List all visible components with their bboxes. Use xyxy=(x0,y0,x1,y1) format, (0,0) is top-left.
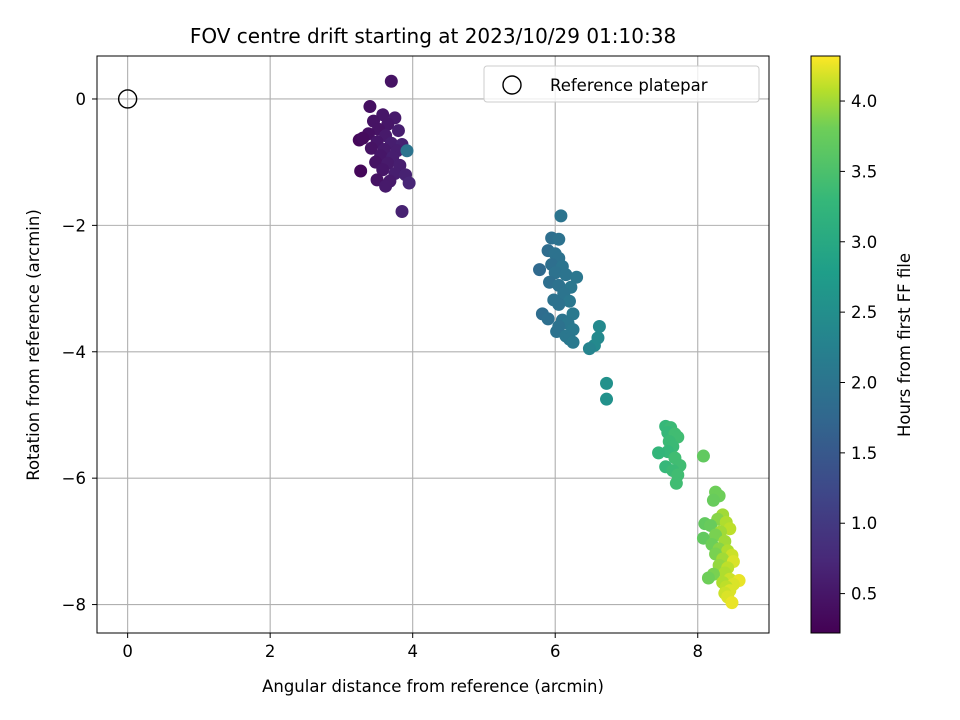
y-tick-label: −2 xyxy=(62,216,86,235)
data-point xyxy=(400,144,414,158)
y-tick-label: −6 xyxy=(62,469,86,488)
plot-area-frame xyxy=(96,55,770,634)
data-point xyxy=(379,179,393,193)
data-point xyxy=(600,376,614,390)
data-point xyxy=(706,493,720,507)
data-point xyxy=(701,571,715,585)
data-point xyxy=(669,476,683,490)
colorbar-ticks: 0.5 1.0 1.5 2.0 2.5 3.0 3.5 4.0 xyxy=(840,92,877,604)
reference-point-group xyxy=(117,89,138,109)
y-axis-label: Rotation from reference (arcmin) xyxy=(24,209,43,481)
x-tick-label: 8 xyxy=(692,642,703,661)
colorbar-label: Hours from first FF file xyxy=(895,253,914,437)
y-axis-ticks: 0 −2 −4 −6 −8 xyxy=(62,90,97,615)
data-point xyxy=(725,596,739,610)
data-point xyxy=(354,164,368,178)
data-point xyxy=(582,342,596,356)
data-point xyxy=(592,319,606,333)
data-point xyxy=(696,449,710,463)
data-point xyxy=(541,312,555,326)
chart-title: FOV centre drift starting at 2023/10/29 … xyxy=(190,24,676,48)
data-point xyxy=(402,176,416,190)
y-tick-label: −8 xyxy=(62,596,86,615)
x-tick-label: 2 xyxy=(265,642,276,661)
legend-entry-reference: Reference platepar xyxy=(550,76,708,95)
data-point xyxy=(559,268,573,282)
data-point xyxy=(600,392,614,406)
scatter-points xyxy=(352,74,746,610)
data-point xyxy=(363,100,377,114)
y-tick-label: −4 xyxy=(62,343,86,362)
data-point xyxy=(548,266,562,280)
data-point xyxy=(395,204,409,218)
x-axis-label: Angular distance from reference (arcmin) xyxy=(262,677,604,696)
legend-box xyxy=(483,65,760,103)
y-tick-label: 0 xyxy=(76,90,87,109)
legend: Reference platepar xyxy=(483,65,760,103)
data-point xyxy=(554,209,568,223)
colorbar-tick-label: 1.0 xyxy=(851,514,877,533)
colorbar-tick-label: 1.5 xyxy=(851,444,877,463)
data-point xyxy=(570,270,584,284)
data-point xyxy=(364,141,378,155)
x-tick-label: 0 xyxy=(122,642,133,661)
grid-lines xyxy=(97,56,769,633)
data-point xyxy=(652,446,666,460)
data-point xyxy=(552,232,566,246)
data-point xyxy=(552,297,566,311)
colorbar-tick-label: 2.5 xyxy=(851,303,877,322)
x-axis-ticks: 0 2 4 6 8 xyxy=(122,633,703,661)
colorbar-tick-label: 0.5 xyxy=(851,585,877,604)
reference-point-marker xyxy=(117,89,138,109)
x-tick-label: 4 xyxy=(407,642,418,661)
colorbar-tick-label: 3.5 xyxy=(851,162,877,181)
colorbar-tick-label: 2.0 xyxy=(851,373,877,392)
data-point xyxy=(356,131,370,145)
colorbar-tick-label: 4.0 xyxy=(851,92,877,111)
data-point xyxy=(376,163,390,177)
data-point xyxy=(562,294,576,308)
data-point xyxy=(566,335,580,349)
data-point xyxy=(391,124,405,138)
colorbar-tick-label: 3.0 xyxy=(851,233,877,252)
legend-marker-reference xyxy=(502,75,522,95)
data-point xyxy=(533,263,547,277)
x-tick-label: 6 xyxy=(550,642,561,661)
colorbar xyxy=(810,55,841,634)
data-point xyxy=(384,74,398,88)
